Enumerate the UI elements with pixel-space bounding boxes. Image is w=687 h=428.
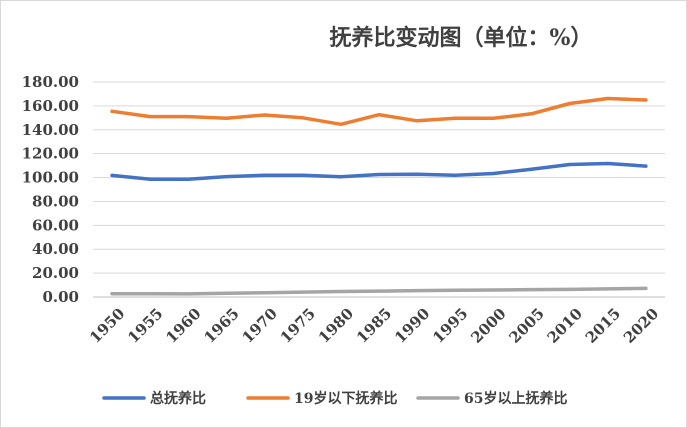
series-1-point <box>301 173 305 177</box>
series-2-point <box>110 109 114 113</box>
series-2-point <box>415 119 419 123</box>
legend: 总抚养比 19岁以下抚养比 65岁以上抚养比 <box>102 390 567 407</box>
legend-label-2: 19岁以下抚养比 <box>294 390 397 407</box>
series-2-point <box>339 122 343 126</box>
series-1-point <box>186 177 190 181</box>
series-3-point <box>224 291 229 295</box>
series-3-point <box>186 292 190 296</box>
series-1-point <box>491 171 495 176</box>
series-3-point <box>568 287 572 291</box>
series-3-point <box>415 288 419 293</box>
series-1-point <box>606 161 610 166</box>
x-tick-label: 1960 <box>162 305 204 347</box>
series-1-point <box>224 175 229 179</box>
x-tick-label: 2005 <box>506 305 548 347</box>
series-1-point <box>110 173 114 178</box>
series-2-point <box>644 98 648 102</box>
series-3-point <box>491 288 495 292</box>
series-2-point <box>301 116 305 120</box>
y-tick-label: 20.00 <box>32 264 79 282</box>
x-tick-label: 1985 <box>353 305 395 347</box>
series-3-point <box>529 287 534 292</box>
series-2-point <box>263 113 267 117</box>
x-tick-label: 1970 <box>239 305 281 347</box>
series-3-point <box>110 292 114 296</box>
x-tick-label: 2000 <box>467 305 509 347</box>
legend-label-3: 65岁以上抚养比 <box>464 390 567 407</box>
y-tick-label: 120.00 <box>22 145 79 163</box>
series-2-point <box>224 116 229 120</box>
series-1-point <box>529 167 534 171</box>
series-2-point <box>568 101 572 106</box>
series-3-point <box>453 288 457 292</box>
y-tick-label: 180.00 <box>22 73 79 91</box>
series-1-point <box>339 175 343 179</box>
chart-title: 抚养比变动图（单位：%） <box>330 25 593 51</box>
series-2-point <box>606 96 610 101</box>
y-tick-label: 0.00 <box>42 288 79 306</box>
series-lines <box>110 96 648 296</box>
x-axis-ticks: 1950195519601965197019751980198519901995… <box>86 305 662 347</box>
series-2-point <box>491 116 495 120</box>
series-line-2 <box>110 96 648 127</box>
series-3-point <box>606 287 610 291</box>
y-tick-label: 100.00 <box>22 169 79 187</box>
series-1-point <box>568 162 572 167</box>
x-tick-label: 1950 <box>86 305 128 347</box>
series-2-point <box>453 116 457 120</box>
x-tick-label: 1975 <box>277 305 319 347</box>
y-axis-ticks: 0.00 20.00 40.00 60.00 80.00 100.00 120.00 140.… <box>22 73 79 306</box>
series-1-point <box>453 173 457 177</box>
x-tick-label: 2015 <box>582 305 624 347</box>
y-tick-label: 60.00 <box>32 216 79 234</box>
series-line-1 <box>110 161 648 182</box>
series-3-point <box>339 289 343 294</box>
x-tick-label: 1995 <box>429 305 471 347</box>
x-tick-label: 2010 <box>544 305 586 347</box>
series-1-point <box>263 173 267 177</box>
series-2-point <box>377 113 381 117</box>
legend-label-1: 总抚养比 <box>150 390 206 407</box>
series-2-point <box>148 115 152 119</box>
series-1-point <box>415 172 419 176</box>
y-tick-label: 160.00 <box>22 97 79 115</box>
x-tick-label: 2020 <box>620 305 662 347</box>
y-tick-label: 40.00 <box>32 240 79 258</box>
y-tick-label: 140.00 <box>22 121 79 139</box>
series-3-point <box>263 291 267 295</box>
series-2-point <box>529 112 534 116</box>
series-3-point <box>377 289 381 293</box>
y-tick-label: 80.00 <box>32 192 79 210</box>
series-3-point <box>301 290 305 294</box>
series-1-point <box>644 164 648 168</box>
x-tick-label: 1980 <box>315 305 357 347</box>
series-1-point <box>148 177 152 181</box>
x-tick-label: 1990 <box>391 305 433 347</box>
series-3-point <box>644 286 648 290</box>
series-1-point <box>377 172 381 177</box>
series-2-point <box>186 115 190 119</box>
x-tick-label: 1955 <box>124 305 166 347</box>
series-3-point <box>148 292 152 296</box>
x-tick-label: 1965 <box>200 305 242 347</box>
